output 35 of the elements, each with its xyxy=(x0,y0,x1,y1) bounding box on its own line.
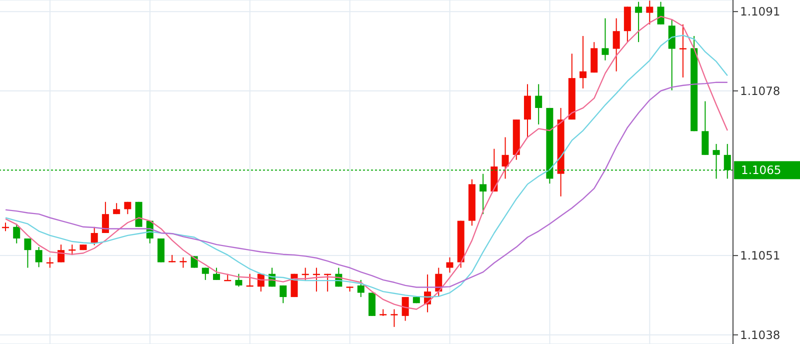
candlestick xyxy=(58,244,65,263)
candlestick xyxy=(35,246,42,268)
candlestick xyxy=(157,238,164,263)
candlestick xyxy=(280,284,287,304)
candlestick xyxy=(635,1,642,43)
candlestick xyxy=(480,173,487,215)
candlestick xyxy=(668,19,676,91)
y-tick-label: 1.1038 xyxy=(740,328,780,342)
candlestick xyxy=(357,279,364,298)
candlestick xyxy=(646,0,654,25)
ref-line-label: 1.1065 xyxy=(741,163,782,178)
candlestick xyxy=(535,84,542,125)
candlestick xyxy=(390,308,398,328)
candlestick xyxy=(90,226,98,246)
candlestick xyxy=(368,292,376,316)
candlestick xyxy=(24,238,32,268)
candlestick xyxy=(213,267,220,280)
y-tick-label: 1.1091 xyxy=(740,4,780,19)
candlestick xyxy=(524,84,531,138)
y-tick-label: 1.1078 xyxy=(740,84,780,98)
candlestick xyxy=(612,18,620,72)
candlestick xyxy=(402,296,409,322)
candlestick xyxy=(657,1,664,25)
candlestick xyxy=(102,201,109,234)
candlestick xyxy=(235,273,242,288)
y-tick-label: 1.1051 xyxy=(740,248,780,263)
candlestick xyxy=(202,267,209,280)
candlestick xyxy=(13,223,20,244)
candlestick xyxy=(124,201,132,215)
candlestick xyxy=(580,35,587,89)
candlestick xyxy=(446,256,454,274)
candlestick xyxy=(702,100,709,156)
candlestick xyxy=(679,24,686,78)
candlestick xyxy=(502,136,509,180)
candlestick xyxy=(602,18,609,61)
